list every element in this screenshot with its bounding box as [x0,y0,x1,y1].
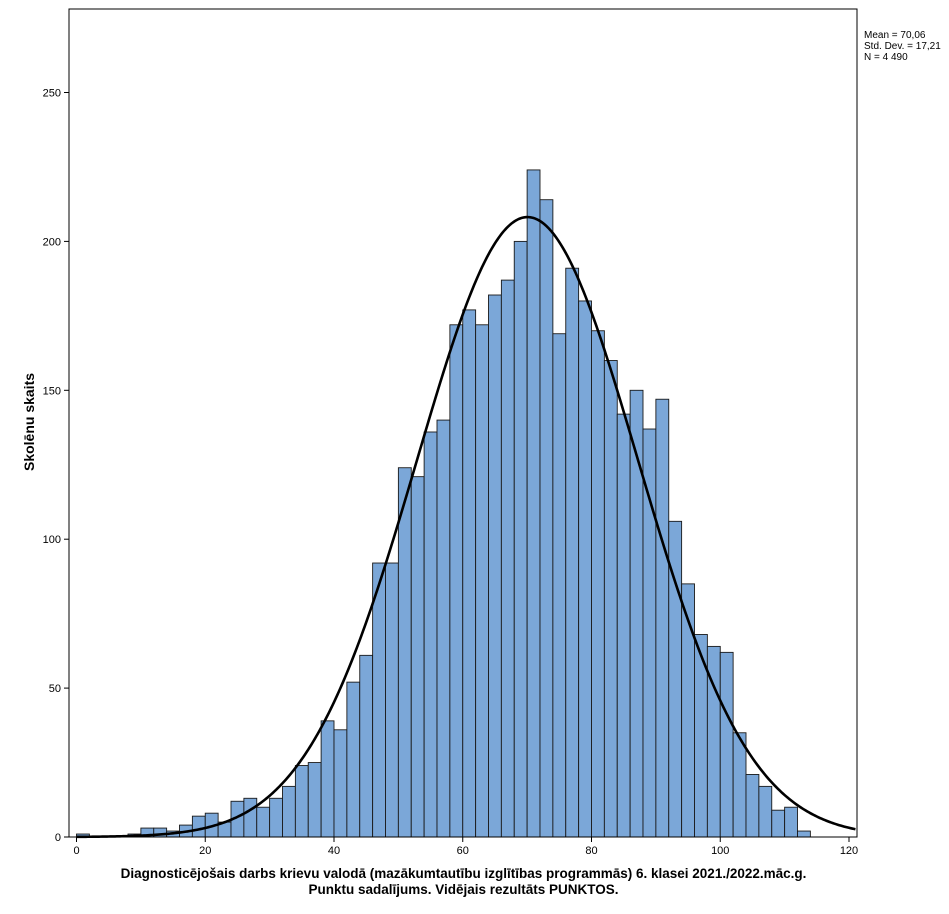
x-tick-label: 120 [840,845,858,857]
histogram-bar [655,398,670,838]
histogram-bar [282,785,296,838]
histogram-bar [488,294,502,838]
histogram-bar [513,240,528,838]
x-axis-ticks: 0 20 40 60 80 100 120 [73,837,858,857]
histogram-bar [462,309,477,838]
histogram-bar [526,169,541,838]
y-tick-label: 100 [43,534,61,546]
histogram-bar [745,774,760,838]
histogram-bar [758,785,773,838]
histogram-bar [320,720,335,838]
histogram-bar [191,815,206,838]
histogram-bar [591,330,605,838]
histogram-bar [784,806,798,838]
histogram-bar [333,729,348,838]
histogram-bar [449,324,464,838]
histogram-bar [500,279,515,838]
x-tick-label: 60 [457,845,469,857]
y-tick-label: 0 [55,832,61,844]
histogram-bar [269,797,283,838]
histogram-bar [397,467,412,838]
y-tick-label: 150 [43,385,61,397]
histogram-bar [307,762,322,838]
stat-mean: Mean = 70,06 [864,30,926,41]
y-tick-label: 50 [49,683,61,695]
histogram-bar [346,681,361,838]
x-tick-label: 0 [73,845,79,857]
histogram-bar [475,324,489,838]
histogram-bar [539,199,554,838]
y-axis-ticks: 0 50 100 150 200 250 [43,88,69,844]
histogram-bar [256,806,271,838]
histogram-bar [603,360,618,838]
histogram-bar [578,300,592,838]
histogram-bar [436,419,451,838]
stat-n: N = 4 490 [864,52,908,63]
x-tick-label: 20 [199,845,211,857]
histogram-bar [565,267,580,838]
normal-curve [76,215,856,839]
histogram-bar [372,562,386,838]
histogram-bar [294,765,309,838]
x-tick-label: 100 [711,845,729,857]
y-tick-label: 200 [43,236,61,248]
y-tick-label: 250 [43,88,61,100]
histogram-bar [771,809,786,838]
histogram-bar [359,654,374,838]
x-axis-label-line1: Diagnosticējošais darbs krievu valodā (m… [120,866,807,881]
histogram-bar [410,476,425,838]
histogram-bar [719,651,734,838]
histogram-bar [642,428,657,838]
x-axis-label-line2: Punktu sadalījums. Vidējais rezultāts PU… [308,882,619,897]
histogram-bar [732,732,747,838]
x-tick-label: 40 [328,845,340,857]
histogram-bar [616,413,631,838]
x-tick-label: 80 [585,845,597,857]
histogram-bar [243,797,258,838]
histogram-bar [385,562,399,838]
stats-box: Mean = 70,06 Std. Dev. = 17,21 N = 4 490 [864,30,941,63]
histogram-bar [423,431,438,838]
y-axis-label: Skolēnu skaits [21,372,37,472]
bars-group [76,169,811,838]
histogram-bar [552,333,567,838]
stat-std-dev: Std. Dev. = 17,21 [864,41,941,52]
histogram-bar [797,830,811,838]
